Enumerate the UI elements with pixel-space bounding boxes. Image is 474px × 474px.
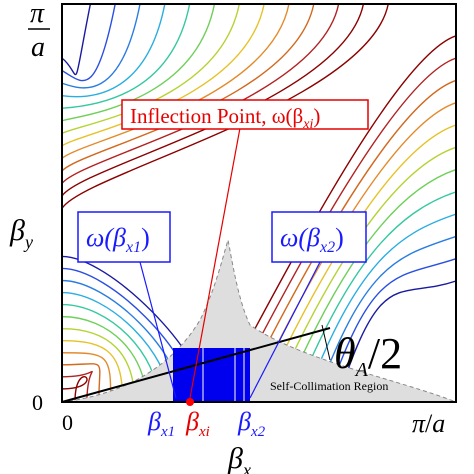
contour-line [325,258,457,403]
omega1-callout-text: ω(βx1) [86,223,150,256]
contour-line [61,3,191,109]
contour-line [61,3,166,98]
inflection-pointer [189,127,241,399]
y-top-tick-num: π [30,0,45,29]
contour-line [61,3,92,76]
x-marker-beta-x1: βx1 [147,407,175,440]
omega1-callout-box [77,211,171,263]
contour-line [61,3,389,209]
contour-line [61,370,93,403]
x-marker-beta-x2: βx2 [237,407,266,440]
inflection-callout-text: Inflection Point, ω(βxi) [130,104,320,132]
contour-line [61,3,116,82]
y-origin-label: 0 [32,390,43,415]
angle-tick [321,324,331,361]
angle-label: θA/2 [334,329,402,381]
omega1-pointer [139,261,177,399]
contour-line [61,3,290,159]
y-top-tick-den: a [31,32,45,63]
x-right-tick: π/a [412,409,445,438]
y-axis-label: βy [9,214,33,252]
inflection-dot [186,398,194,406]
plot-frame [61,3,457,403]
omega2-pointer [249,261,321,399]
contour-line [61,376,88,403]
self-collimation-region [61,239,457,403]
band-rectangle [173,348,250,402]
contour-line [336,280,457,403]
inflection-callout-box [121,99,369,130]
x-marker-beta-xi: βxi [185,407,210,440]
x-origin-label: 0 [62,410,73,435]
contour-line [292,191,457,403]
x-axis-label: βx [227,442,251,474]
contour-line [314,235,457,403]
contour-line [303,213,457,403]
contour-line [61,3,340,184]
contour-line [281,168,457,403]
contour-line [61,3,216,122]
omega2-callout-text: ω(βx2) [280,223,344,256]
contour-line [61,3,141,89]
omega2-callout-box [271,211,367,263]
region-label: Self-Collimation Region [270,379,388,393]
contour-line [61,363,101,403]
